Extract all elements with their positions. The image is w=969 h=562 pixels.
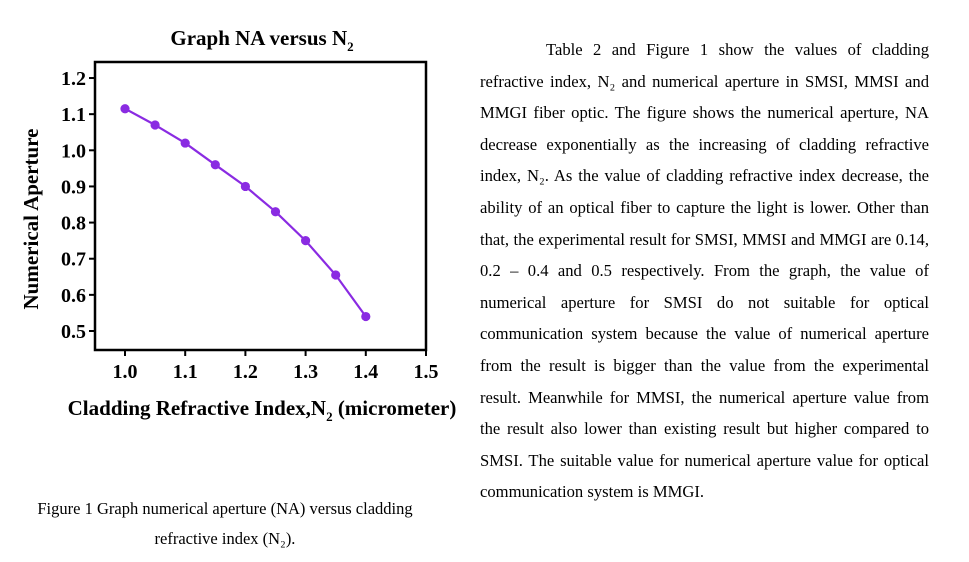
data-point — [150, 120, 160, 130]
body-paragraph: Table 2 and Figure 1 show the values of … — [480, 40, 929, 502]
y-tick-label: 0.8 — [61, 213, 86, 235]
x-tick-label: 1.1 — [173, 361, 198, 383]
x-tick-label: 1.2 — [233, 361, 258, 383]
data-point — [301, 236, 311, 246]
plot-frame — [93, 60, 428, 352]
data-point — [120, 104, 130, 114]
body-text: Table 2 and Figure 1 show the values of … — [480, 34, 929, 508]
data-point — [240, 181, 250, 192]
chart-title-main: Graph NA versus N — [170, 26, 347, 50]
y-tick-label: 1.1 — [61, 104, 86, 126]
data-point — [180, 138, 190, 148]
x-tick-label: 1.5 — [414, 361, 439, 383]
x-axis-label-subscript: 2 — [326, 409, 333, 424]
y-axis: 0.5 0.6 0.7 0.8 0.9 1.0 1.1 1.2 — [61, 68, 95, 343]
y-tick-label: 0.5 — [61, 321, 86, 343]
y-axis-label: Numerical Aperture — [19, 129, 43, 310]
data-point — [361, 311, 371, 322]
data-point — [210, 160, 220, 170]
y-tick-label: 1.0 — [61, 140, 86, 162]
x-axis-label: Cladding Refractive Index,N2 (micrometer… — [68, 396, 457, 424]
series-line — [124, 107, 367, 318]
x-tick-label: 1.4 — [353, 361, 378, 383]
y-tick-label: 0.9 — [61, 176, 86, 198]
x-axis-label-suffix: (micrometer) — [333, 396, 457, 420]
figure-caption-line-2: refractive index (N₂). — [154, 529, 296, 548]
na-versus-n2-chart: Graph NA versus N2 0.50.60.70.80.91.01.1… — [19, 26, 457, 424]
y-tick-label: 0.7 — [61, 249, 86, 271]
chart-title-subscript: 2 — [347, 39, 354, 54]
x-tick-label: 1.0 — [113, 361, 138, 383]
x-axis: 1.0 1.1 1.2 1.3 1.4 1.5 — [113, 350, 439, 383]
y-tick-label: 0.6 — [61, 285, 86, 307]
series-layer — [120, 104, 371, 322]
data-point — [270, 207, 281, 217]
data-point — [331, 270, 341, 280]
y-tick-label: 1.2 — [61, 68, 86, 90]
x-tick-label: 1.3 — [293, 361, 318, 383]
figure-caption-line-1: Figure 1 Graph numerical aperture (NA) v… — [37, 499, 413, 518]
chart-title: Graph NA versus N2 — [170, 26, 353, 54]
x-axis-label-main: Cladding Refractive Index,N — [68, 396, 326, 420]
figure-caption: Figure 1 Graph numerical aperture (NA) v… — [0, 494, 450, 554]
